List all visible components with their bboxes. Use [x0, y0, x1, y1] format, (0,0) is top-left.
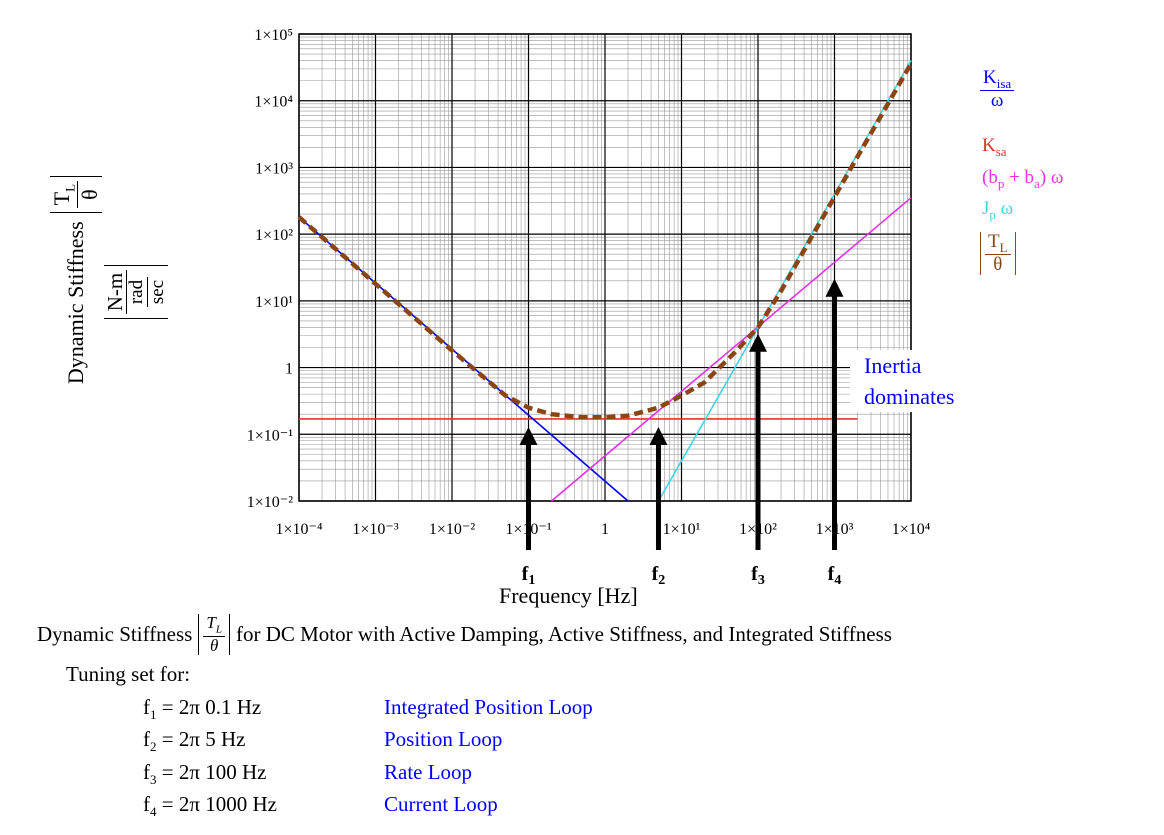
legend-ksa-label: K — [982, 135, 996, 156]
frequency-arrow-head — [649, 427, 668, 446]
legend-total-den: θ — [993, 254, 1003, 276]
frequency-label: f3 — [751, 563, 765, 588]
legend-damp-l3: ) ω — [1039, 167, 1064, 188]
x-tick-label: 1×10⁻³ — [352, 521, 398, 538]
legend-total: TL θ — [980, 231, 1016, 276]
legend-inertia: Jp ω — [982, 198, 1013, 223]
annotation-line-1: Inertia — [864, 353, 922, 378]
legend-damping: (bp + ba) ω — [982, 167, 1063, 192]
tuning-f: f — [143, 695, 150, 719]
tuning-row: f1 = 2π 0.1 Hz — [143, 695, 261, 723]
tuning-sub: 1 — [150, 707, 157, 723]
frequency-label: f2 — [652, 563, 666, 588]
tuning-row: f4 = 2π 1000 Hz — [143, 792, 277, 820]
grid — [298, 33, 912, 502]
caption-frac-den: θ — [209, 635, 219, 655]
tuning-sub: 4 — [150, 804, 157, 820]
frequency-label: f1 — [522, 563, 536, 588]
tuning-loop: Rate Loop — [384, 760, 473, 784]
frequency-arrow-head — [749, 333, 767, 352]
tuning-loop: Integrated Position Loop — [384, 695, 593, 719]
legend-kisa-den: ω — [990, 90, 1004, 112]
legend-total-sub: L — [999, 239, 1008, 255]
series-line-total — [297, 62, 913, 420]
legend-damp-s2: a — [1034, 175, 1040, 191]
y-tick-label: 1×10⁻¹ — [247, 427, 293, 444]
series-line-inertia — [657, 60, 912, 502]
y-tick-label: 1×10³ — [255, 160, 293, 177]
tuning-loop: Position Loop — [384, 727, 503, 751]
legend-inertia-label2: ω — [995, 198, 1014, 219]
legend-kisa-label: K — [983, 67, 997, 88]
frequency-arrow-head — [519, 427, 538, 446]
y-tick-label: 1×10⁵ — [254, 27, 293, 44]
caption-fraction: TL θ — [198, 614, 230, 655]
frequency-arrow-head — [825, 278, 844, 297]
x-tick-label: 1×10² — [739, 521, 777, 538]
legend-damp-s1: p — [997, 175, 1005, 191]
legend-damp-l1: (b — [982, 167, 998, 188]
legend-ksa-sub: sa — [995, 143, 1007, 159]
tuning-sub: 2 — [150, 739, 157, 755]
tuning-f: f — [143, 792, 150, 816]
caption-frac-sub: L — [215, 623, 222, 636]
figure-caption: Dynamic Stiffness TL θ for DC Motor with… — [37, 614, 892, 655]
legend-inertia-sub: p — [989, 206, 996, 222]
x-tick-label: 1×10⁴ — [892, 521, 931, 538]
series-line-damp — [550, 197, 912, 502]
series-group — [297, 60, 913, 502]
tuning-heading: Tuning set for: — [66, 662, 191, 686]
y-tick-label: 1×10⁴ — [254, 94, 293, 111]
y-tick-label: 1×10⁻² — [247, 494, 293, 511]
caption-prefix: Dynamic Stiffness — [37, 621, 193, 646]
tuning-row: f3 = 2π 100 Hz — [143, 760, 266, 788]
x-tick-label: 1×10⁻⁴ — [275, 521, 322, 538]
plot-frame — [298, 33, 912, 502]
x-tick-label: 1×10⁻² — [429, 521, 475, 538]
y-tick-label: 1×10² — [255, 227, 293, 244]
x-tick-label: 1×10³ — [816, 521, 854, 538]
y-tick-label: 1 — [285, 361, 293, 378]
legend-kisa-sub: isa — [996, 75, 1012, 91]
frequency-label: f4 — [828, 563, 842, 588]
tuning-f: f — [143, 727, 150, 751]
caption-suffix: for DC Motor with Active Damping, Active… — [235, 621, 892, 646]
tuning-loop: Current Loop — [384, 792, 498, 816]
arrows-group: f1 f2 f3 f4 — [519, 278, 844, 588]
tuning-eq: = 2π 5 Hz — [156, 727, 246, 751]
x-tick-label: 1×10⁻¹ — [505, 521, 551, 538]
tick-labels: 1×10⁻⁴ 1×10⁻³ 1×10⁻² 1×10⁻¹ 1 1×10¹ 1×10² 1×10³… — [247, 27, 931, 538]
legend-inertia-label: J — [982, 198, 990, 219]
y-tick-label: 1×10¹ — [255, 294, 293, 311]
x-axis-label: Frequency [Hz] — [499, 583, 638, 608]
x-tick-label: 1 — [601, 521, 609, 538]
legend-ksa: Ksa — [982, 135, 1007, 160]
annotation-line-2: dominates — [864, 384, 955, 409]
stiffness-chart: f1 f2 f3 f4 1×10⁻⁴ 1×10⁻³ 1×10⁻² 1×10⁻¹ 1 1×10¹ 1… — [247, 27, 931, 588]
tuning-eq: = 2π 0.1 Hz — [156, 695, 262, 719]
tuning-eq: = 2π 1000 Hz — [156, 792, 277, 816]
x-tick-label: 1×10¹ — [663, 521, 701, 538]
tuning-f: f — [143, 760, 150, 784]
tuning-sub: 3 — [150, 772, 157, 788]
tuning-row: f2 = 2π 5 Hz — [143, 727, 245, 755]
legend-kisa: Kisa ω — [980, 67, 1015, 112]
tuning-eq: = 2π 100 Hz — [156, 760, 267, 784]
legend-total-label: T — [988, 231, 1000, 252]
inertia-annotation: Inertia dominates — [850, 350, 965, 412]
legend-damp-l2: + b — [1004, 167, 1035, 188]
caption-frac-num: T — [206, 613, 216, 632]
